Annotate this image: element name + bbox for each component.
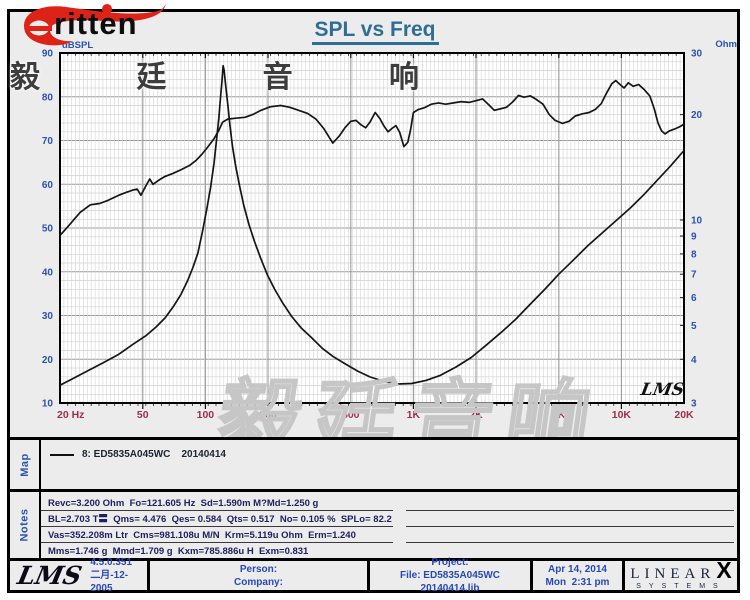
svg-text:50: 50 (42, 224, 54, 235)
svg-text:10K: 10K (612, 409, 632, 421)
legend-line-swatch (50, 453, 74, 456)
svg-text:8: 8 (691, 249, 697, 260)
svg-text:9: 9 (691, 232, 697, 243)
linear-text: LINEAR (630, 565, 716, 582)
svg-text:90: 90 (42, 49, 54, 60)
svg-text:40: 40 (42, 267, 54, 278)
brand-text: ritten (54, 6, 138, 41)
notes-panel-side: Notes (10, 492, 41, 558)
svg-text:2K: 2K (469, 409, 483, 421)
x-mark-icon: X (716, 556, 732, 583)
svg-text:10: 10 (691, 215, 703, 226)
linearx-logo: LINEAR X SYSTEMS (625, 556, 737, 590)
notes-line-text: BL=2.703 T〓 Qms= 4.476 Qes= 0.584 Qts= 0… (41, 511, 393, 527)
legend-text: 8: ED5835A045WC 20140414 (82, 449, 226, 460)
footer-person-cell: Person: Company: (150, 561, 370, 590)
page-title-text: SPL vs Freq (311, 18, 439, 45)
notes-line-rule (406, 526, 734, 527)
version-text: 4.5.0.351 (90, 557, 133, 568)
svg-text:80: 80 (42, 92, 54, 103)
map-panel-label: Map (18, 452, 31, 477)
svg-text:10: 10 (42, 399, 54, 410)
svg-text:5K: 5K (552, 409, 566, 421)
footer-version-cell: LMS 4.5.0.351 二月-12-2005 (10, 557, 150, 594)
svg-text:Ohm: Ohm (715, 39, 737, 50)
project-file-block: Project: File: ED5835A045WC 20140414.lib (370, 556, 530, 595)
company-label: Company: (234, 576, 283, 588)
notes-line: Revc=3.200 Ohm Fo=121.605 Hz Sd=1.590m M… (41, 495, 734, 511)
page-title: SPL vs Freq (0, 18, 750, 45)
notes-line: Vas=352.208m Ltr Cms=981.108u M/N Krm=5.… (41, 527, 734, 543)
svg-text:20: 20 (691, 110, 703, 121)
svg-text:4: 4 (691, 355, 697, 366)
footer-date-cell: Apr 14, 2014 Mon 2:31 pm (533, 561, 625, 590)
svg-text:1K: 1K (407, 409, 421, 421)
notes-line-text: Vas=352.208m Ltr Cms=981.108u M/N Krm=5.… (41, 530, 393, 543)
spl-vs-freq-chart: 90 80 70 60 50 40 30 20 10 30 20 10 9 8 7 6 5 4 3 20 Hz 50 10… (42, 39, 737, 421)
svg-text:200: 200 (259, 409, 277, 421)
file-label: File: ED5835A045WC 20140414.lib (399, 570, 501, 594)
svg-text:70: 70 (42, 136, 54, 147)
brand-logo: ritten (10, 0, 200, 52)
svg-text:60: 60 (42, 180, 54, 191)
notes-panel: Notes Revc=3.200 Ohm Fo=121.605 Hz Sd=1.… (10, 489, 737, 559)
watermark-lms-script: LMS (639, 380, 686, 400)
svg-text:3: 3 (691, 399, 697, 410)
svg-text:5: 5 (691, 321, 697, 332)
notes-line-text: Revc=3.200 Ohm Fo=121.605 Hz Sd=1.590m M… (41, 498, 393, 511)
project-label: Project: (431, 557, 469, 568)
svg-text:20K: 20K (674, 409, 694, 421)
build-date-text: 二月-12-2005 (90, 570, 129, 594)
notes-line-rule (406, 510, 734, 511)
svg-text:50: 50 (137, 409, 149, 421)
brand-cjk-text: 毅 廷 音 响 (10, 61, 464, 94)
svg-text:20 Hz: 20 Hz (57, 409, 84, 421)
svg-text:6: 6 (691, 293, 697, 304)
report-time: Mon 2:31 pm (545, 576, 610, 588)
logo-swoosh-icon (24, 4, 166, 46)
svg-text:30: 30 (691, 49, 703, 60)
svg-text:500: 500 (342, 409, 360, 421)
notes-panel-label: Notes (18, 508, 31, 542)
lms-logo-script: LMS (14, 561, 85, 590)
curve-legend: 8: ED5835A045WC 20140414 (50, 449, 226, 460)
svg-text:30: 30 (42, 311, 54, 322)
footer-bar: LMS 4.5.0.351 二月-12-2005 Person: Company… (10, 556, 737, 594)
svg-text:dBSPL: dBSPL (62, 40, 93, 51)
notes-line-rule (406, 542, 734, 543)
person-company-block: Person: Company: (234, 563, 283, 589)
version-block: 4.5.0.351 二月-12-2005 (90, 556, 147, 595)
report-date: Apr 14, 2014 (548, 563, 607, 575)
notes-line: BL=2.703 T〓 Qms= 4.476 Qes= 0.584 Qts= 0… (41, 511, 734, 527)
map-panel-side: Map (10, 440, 41, 489)
notes-lines: Revc=3.200 Ohm Fo=121.605 Hz Sd=1.590m M… (41, 495, 734, 559)
systems-text: SYSTEMS (636, 582, 726, 590)
date-time-block: Apr 14, 2014 Mon 2:31 pm (546, 563, 610, 589)
map-panel: Map 8: ED5835A045WC 20140414 (10, 437, 737, 489)
svg-text:7: 7 (691, 270, 697, 281)
footer-project-cell: Project: File: ED5835A045WC 20140414.lib (370, 557, 533, 594)
svg-text:20: 20 (42, 355, 54, 366)
linearx-wordmark: LINEAR X (630, 556, 732, 583)
svg-text:100: 100 (197, 409, 215, 421)
person-label: Person: (239, 563, 278, 575)
